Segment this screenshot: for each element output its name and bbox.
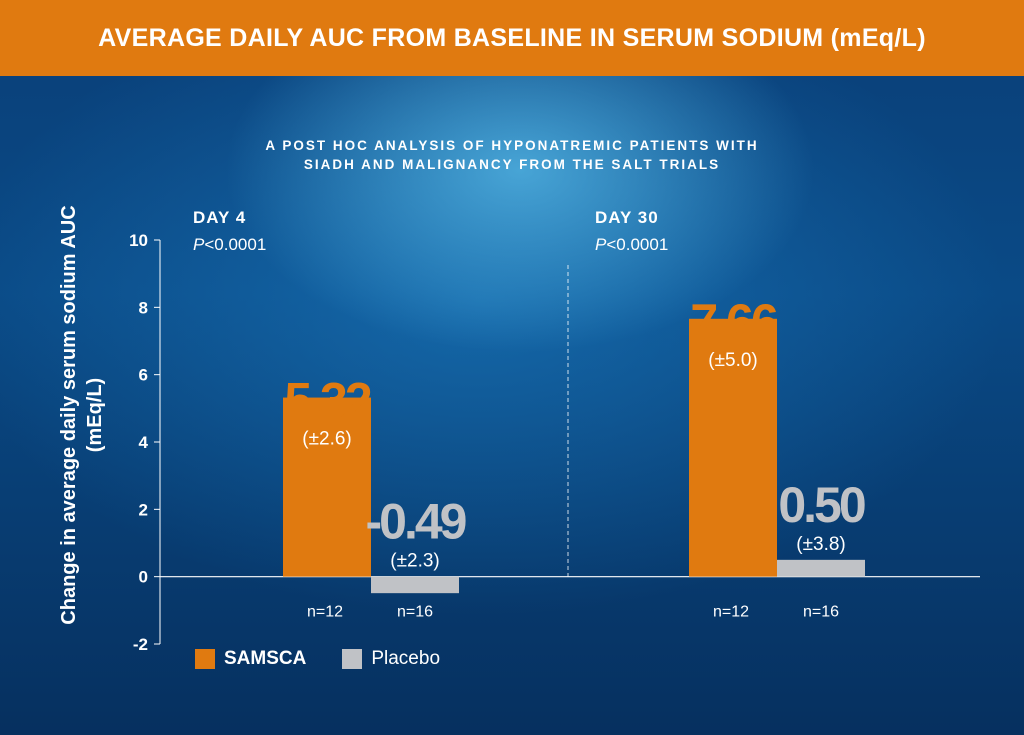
data-label-value: -0.49 — [366, 494, 466, 550]
data-label-sd: (±3.8) — [796, 534, 846, 555]
data-label-value: 7.66 — [690, 294, 777, 350]
n-label: n=16 — [803, 604, 839, 621]
n-label: n=16 — [397, 604, 433, 621]
p-value-day30: P<0.0001 — [595, 235, 668, 255]
data-label-sd: (±2.6) — [302, 429, 352, 450]
legend-label-placebo: Placebo — [371, 648, 441, 669]
bar-day4-samsca — [283, 397, 371, 577]
title-bar: AVERAGE DAILY AUC FROM BASELINE IN SERUM… — [0, 0, 1024, 76]
data-label-value: 5.32 — [284, 373, 371, 429]
y-tick-label: 0 — [139, 568, 148, 587]
bar-day30-placebo — [777, 559, 865, 577]
y-tick-label: 4 — [139, 433, 149, 452]
y-tick-label: 10 — [129, 231, 148, 250]
bar-day30-samsca — [689, 318, 777, 577]
legend: SAMSCA Placebo — [195, 648, 476, 670]
p-symbol: P — [193, 235, 205, 254]
chart-subtitle: A POST HOC ANALYSIS OF HYPONATREMIC PATI… — [0, 136, 1024, 174]
legend-item-samsca: SAMSCA — [195, 648, 306, 670]
legend-item-placebo: Placebo — [342, 648, 440, 670]
y-tick-label: 6 — [139, 366, 148, 385]
n-label: n=12 — [713, 604, 749, 621]
y-tick-label: -2 — [133, 635, 148, 654]
legend-label-samsca: SAMSCA — [224, 648, 307, 669]
legend-swatch-samsca — [195, 649, 215, 669]
p-symbol: P — [595, 235, 607, 254]
bar-day4-placebo — [371, 576, 459, 594]
data-label-value: 0.50 — [778, 477, 865, 533]
subtitle-line-2: SIADH AND MALIGNANCY FROM THE SALT TRIAL… — [303, 157, 721, 172]
legend-swatch-placebo — [342, 649, 363, 669]
y-tick-label: 8 — [139, 298, 148, 317]
chart-title: AVERAGE DAILY AUC FROM BASELINE IN SERUM… — [98, 23, 926, 52]
n-label: n=12 — [307, 604, 343, 621]
data-label-sd: (±5.0) — [708, 350, 758, 371]
p-value-day4: P<0.0001 — [193, 235, 266, 255]
panel-label-day4: DAY 4 — [193, 208, 247, 227]
subtitle-line-1: A POST HOC ANALYSIS OF HYPONATREMIC PATI… — [265, 138, 759, 153]
p-value-text: <0.0001 — [606, 235, 669, 254]
y-tick-label: 2 — [139, 500, 148, 519]
p-value-text: <0.0001 — [204, 235, 267, 254]
panel-label-day30: DAY 30 — [595, 208, 659, 227]
data-label-sd: (±2.3) — [390, 551, 440, 572]
